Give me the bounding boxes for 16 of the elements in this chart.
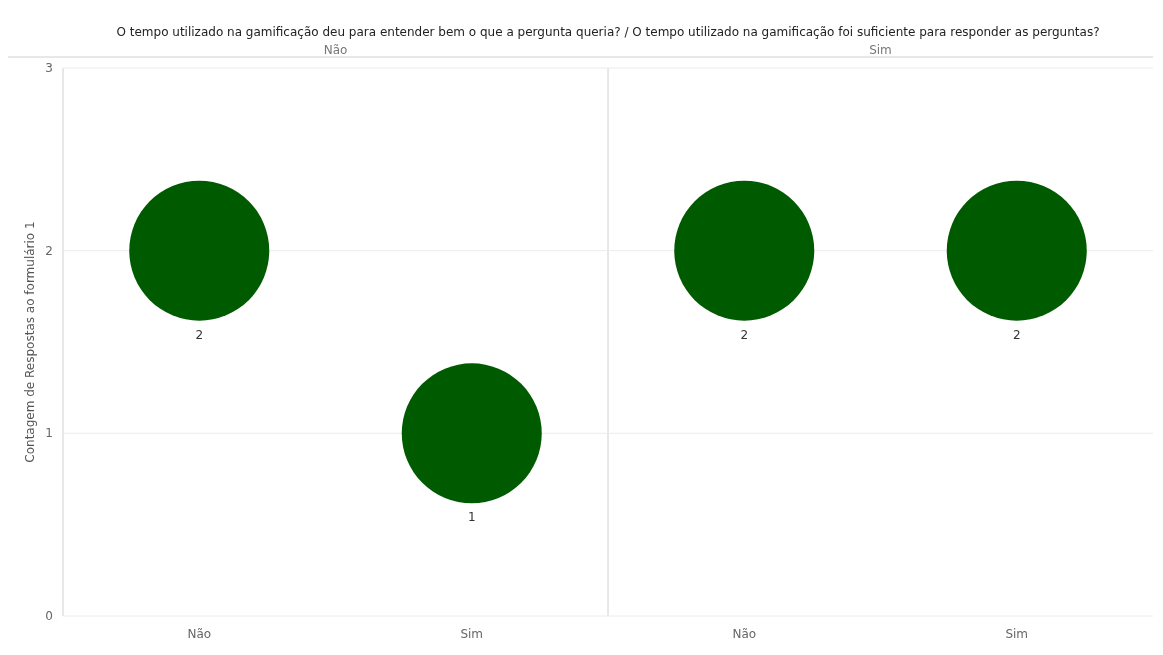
data-label: 2 xyxy=(1012,327,1021,342)
data-label: 2 xyxy=(740,327,749,342)
y-axis-title: Contagem de Respostas ao formulário 1 xyxy=(23,221,37,463)
x-tick-label: Não xyxy=(187,627,212,641)
y-tick-label: 2 xyxy=(45,243,53,258)
data-label: 2 xyxy=(195,327,204,342)
chart-subtitle: Sim xyxy=(869,43,892,57)
data-label: 1 xyxy=(467,510,476,525)
x-tick-label: Sim xyxy=(1005,627,1029,641)
y-tick-label: 1 xyxy=(45,426,53,441)
x-tick-label: Sim xyxy=(460,627,484,641)
y-tick-label: 0 xyxy=(45,609,53,623)
chart-title: O tempo utilizado na gamificação deu para entender bem o que a pergunta queria? / O tempo utilizado na gamificação foi suficiente para responder as perguntas? xyxy=(116,25,1100,39)
x-tick-label: Não xyxy=(732,627,757,641)
chart-subtitle: Não xyxy=(323,43,348,57)
y-tick-label: 3 xyxy=(45,61,53,75)
